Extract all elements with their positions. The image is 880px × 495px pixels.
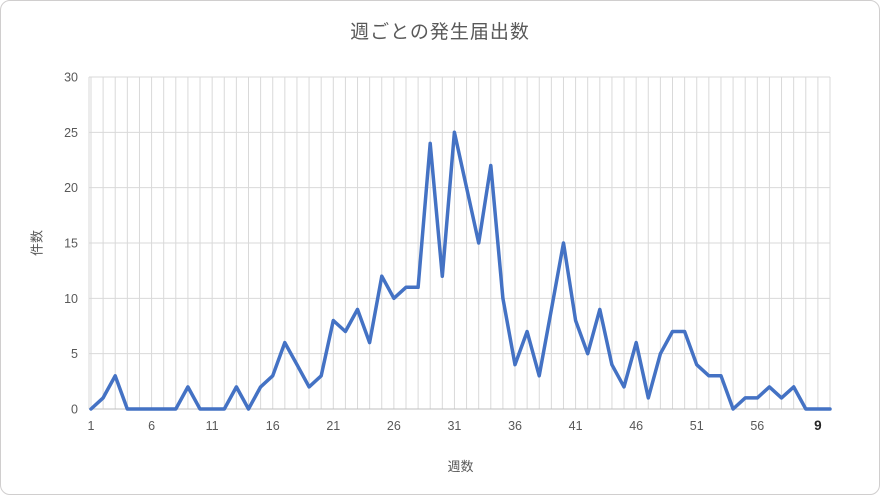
y-gridlines [89,76,830,355]
y-tick-label: 25 [64,126,78,140]
y-tick-label: 20 [64,181,78,195]
chart-title: 週ごとの発生届出数 [350,22,530,43]
y-axis-labels: 0 5 10 15 20 25 30 [64,71,78,417]
x-tick-label: 26 [387,419,401,433]
y-tick-label: 10 [64,292,78,306]
x-tick-label: 6 [148,419,155,433]
x-tick-label: 46 [629,419,643,433]
x-axis-title: 週数 [447,459,474,474]
x-tick-label: 56 [750,419,764,433]
y-tick-label: 0 [71,403,78,417]
x-axis-labels: 1 6 11 16 21 26 31 36 41 46 51 56 9 [88,418,822,433]
x-tick-label: 21 [326,419,340,433]
y-tick-label: 15 [64,237,78,251]
x-tick-label: 9 [814,418,822,433]
x-tick-label: 31 [447,419,461,433]
x-tick-label: 11 [206,419,219,433]
x-tick-label: 41 [569,419,583,433]
x-tick-label: 1 [88,419,95,433]
y-tick-label: 30 [64,71,78,85]
x-tick-label: 16 [266,419,280,433]
y-tick-label: 5 [71,347,78,361]
x-tick-label: 51 [690,419,704,433]
x-tick-label: 36 [508,419,522,433]
data-line [89,130,832,411]
